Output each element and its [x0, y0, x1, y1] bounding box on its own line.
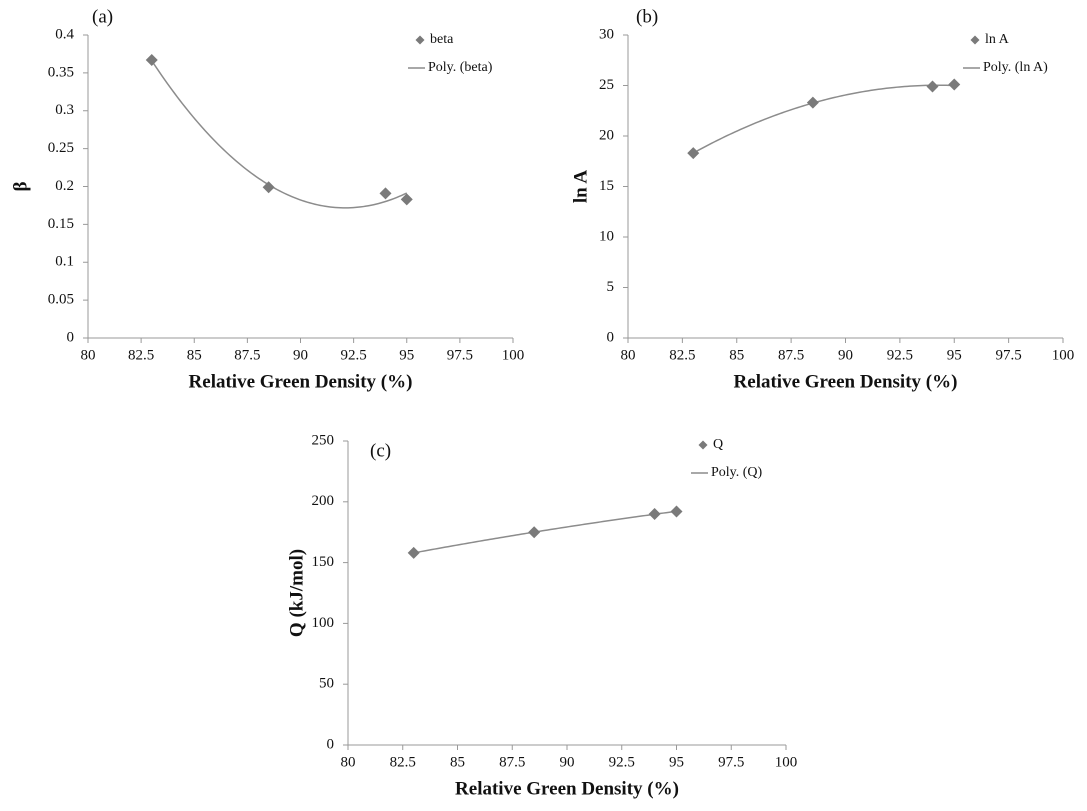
- point: [806, 96, 819, 109]
- y-axis-title: ln A: [570, 170, 591, 204]
- panel-label: (a): [92, 6, 113, 27]
- trendline: [151, 60, 408, 209]
- panel-label: (c): [370, 440, 391, 461]
- y-tick-label: 0.2: [55, 178, 74, 194]
- y-tick-label: 0: [607, 329, 615, 345]
- point: [400, 193, 413, 206]
- x-tick-label: 85: [450, 754, 465, 770]
- y-tick-label: 15: [599, 178, 614, 194]
- y-tick-label: 150: [312, 554, 335, 570]
- legend-marker: [698, 440, 708, 450]
- point: [687, 147, 700, 160]
- point: [648, 507, 661, 520]
- x-tick-label: 85: [187, 347, 202, 363]
- x-tick-label: 90: [838, 347, 853, 363]
- chart-panel: 0 5 10 15 20 25 30 80 82.5 85 87.5 90 92.5 95 97.5 100 R…: [570, 6, 1074, 392]
- y-tick-label: 25: [599, 77, 614, 93]
- legend-marker: [970, 35, 980, 45]
- point: [948, 78, 961, 91]
- x-axis-title: Relative Green Density (%): [734, 371, 958, 392]
- x-tick-label: 92.5: [341, 347, 367, 363]
- point: [926, 80, 939, 93]
- y-tick-label: 30: [599, 26, 614, 42]
- y-tick-label: 0.05: [48, 292, 74, 308]
- y-tick-label: 0.35: [48, 64, 74, 80]
- x-tick-label: 82.5: [390, 754, 416, 770]
- point: [145, 53, 158, 66]
- x-tick-label: 80: [341, 754, 356, 770]
- x-tick-label: 90: [560, 754, 575, 770]
- y-tick-label: 100: [312, 615, 335, 631]
- legend-text: Poly. (beta): [428, 60, 493, 75]
- x-tick-label: 97.5: [447, 347, 473, 363]
- x-axis-title: Relative Green Density (%): [189, 371, 413, 392]
- legend-text: ln A: [985, 32, 1010, 47]
- x-tick-label: 80: [81, 347, 96, 363]
- point: [528, 526, 541, 539]
- x-tick-label: 90: [293, 347, 308, 363]
- y-tick-label: 20: [599, 127, 614, 143]
- legend-text: beta: [430, 32, 454, 47]
- x-axis-title: Relative Green Density (%): [455, 778, 679, 799]
- x-tick-label: 97.5: [718, 754, 744, 770]
- y-tick-label: 0.25: [48, 140, 74, 156]
- y-tick-label: 0.15: [48, 216, 74, 232]
- trendline: [413, 510, 677, 554]
- x-tick-label: 92.5: [609, 754, 635, 770]
- legend-text: Poly. (Q): [711, 465, 763, 480]
- x-tick-label: 100: [502, 347, 525, 363]
- x-tick-label: 87.5: [234, 347, 260, 363]
- legend-marker: [415, 35, 425, 45]
- x-tick-label: 100: [775, 754, 798, 770]
- chart-panel: 0 0.05 0.1 0.15 0.2 0.25 0.3 0.35 0.4 80 82.5 85 87.…: [10, 6, 524, 392]
- x-tick-label: 82.5: [128, 347, 154, 363]
- legend-text: Poly. (ln A): [983, 60, 1048, 75]
- y-tick-label: 10: [599, 228, 614, 244]
- x-tick-label: 95: [669, 754, 684, 770]
- legend-text: Q: [713, 437, 723, 452]
- x-tick-label: 97.5: [996, 347, 1022, 363]
- x-tick-label: 95: [399, 347, 414, 363]
- x-tick-label: 87.5: [499, 754, 525, 770]
- y-tick-label: 0.3: [55, 102, 74, 118]
- point: [379, 187, 392, 200]
- y-axis-title: β: [10, 181, 31, 191]
- chart-panel: 0 50 100 150 200 250 80 82.5 85 87.5 90 92.5 95 97.5 1…: [286, 432, 797, 799]
- y-tick-label: 5: [607, 279, 615, 295]
- x-tick-label: 100: [1052, 347, 1075, 363]
- x-tick-label: 80: [621, 347, 636, 363]
- trendline: [692, 84, 955, 154]
- y-tick-label: 200: [312, 493, 335, 509]
- panel-label: (b): [636, 6, 658, 27]
- y-tick-label: 0.1: [55, 254, 74, 270]
- x-tick-label: 87.5: [778, 347, 804, 363]
- y-tick-label: 0: [327, 736, 335, 752]
- x-tick-label: 82.5: [669, 347, 695, 363]
- y-tick-label: 0.4: [55, 26, 74, 42]
- x-tick-label: 92.5: [887, 347, 913, 363]
- y-tick-label: 0: [67, 329, 75, 345]
- y-axis-title: Q (kJ/mol): [286, 549, 307, 637]
- point: [670, 505, 683, 518]
- y-tick-label: 250: [312, 432, 335, 448]
- x-tick-label: 95: [947, 347, 962, 363]
- point: [262, 181, 275, 194]
- y-tick-label: 50: [319, 676, 334, 692]
- point: [407, 546, 420, 559]
- x-tick-label: 85: [729, 347, 744, 363]
